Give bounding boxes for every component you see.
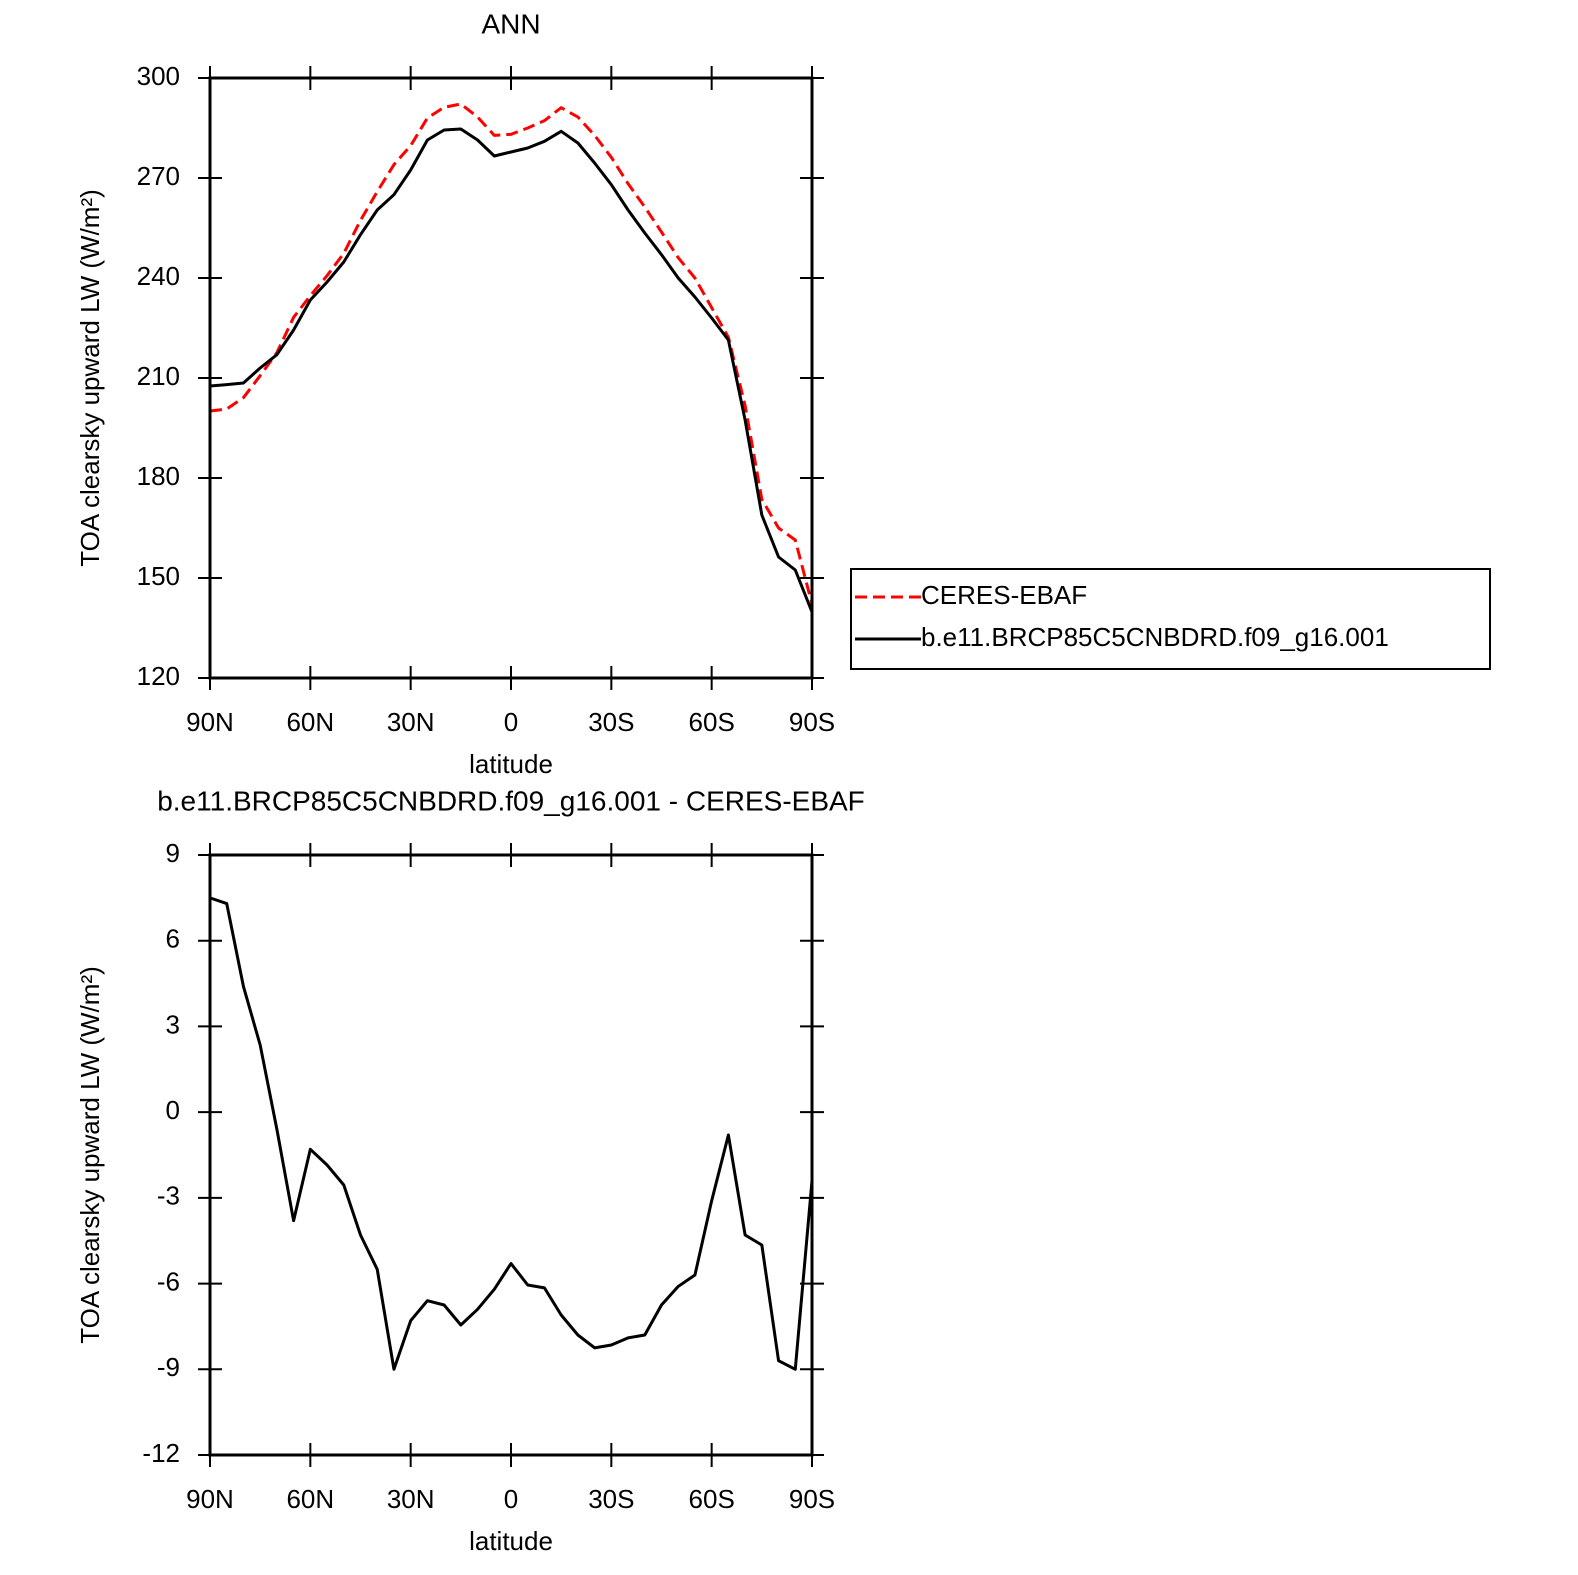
y-axis-label: TOA clearsky upward LW (W/m²) <box>75 966 105 1344</box>
y-axis-label: TOA clearsky upward LW (W/m²) <box>75 189 105 567</box>
legend-box <box>850 568 1491 670</box>
y-tick-label: 300 <box>137 61 180 91</box>
x-tick-label: 0 <box>504 707 518 737</box>
y-tick-label: 180 <box>137 461 180 491</box>
x-tick-label: 0 <box>504 1484 518 1514</box>
x-tick-label: 90S <box>789 707 835 737</box>
x-tick-label: 90N <box>186 707 234 737</box>
x-tick-label: 60S <box>689 1484 735 1514</box>
plot-frame <box>208 76 814 680</box>
legend-label: b.e11.BRCP85C5CNBDRD.f09_g16.001 <box>921 622 1389 652</box>
x-axis-label: latitude <box>469 1526 553 1556</box>
data-line <box>209 127 814 613</box>
data-line <box>209 896 814 1371</box>
plot-frame <box>208 853 814 1457</box>
y-tick-label: 0 <box>166 1095 180 1125</box>
x-tick-label: 60N <box>286 1484 334 1514</box>
y-tick-label: 6 <box>166 924 180 954</box>
y-tick-label: 270 <box>137 161 180 191</box>
x-axis-label: latitude <box>469 749 553 779</box>
chart-title: ANN <box>481 8 540 39</box>
y-tick-label: 3 <box>166 1009 180 1039</box>
legend-label: CERES-EBAF <box>921 580 1087 610</box>
data-line <box>209 102 814 605</box>
y-tick-label: 210 <box>137 361 180 391</box>
y-tick-label: -9 <box>157 1352 180 1382</box>
y-tick-label: 120 <box>137 661 180 691</box>
y-tick-label: -12 <box>142 1438 180 1468</box>
x-tick-label: 90N <box>186 1484 234 1514</box>
x-tick-label: 30N <box>387 1484 435 1514</box>
y-tick-label: 9 <box>166 838 180 868</box>
x-tick-label: 90S <box>789 1484 835 1514</box>
x-tick-label: 30S <box>588 1484 634 1514</box>
x-tick-label: 60N <box>286 707 334 737</box>
y-tick-label: -3 <box>157 1181 180 1211</box>
chart-title: b.e11.BRCP85C5CNBDRD.f09_g16.001 - CERES… <box>157 785 865 816</box>
y-tick-label: -6 <box>157 1266 180 1296</box>
y-tick-label: 240 <box>137 261 180 291</box>
x-tick-label: 30N <box>387 707 435 737</box>
y-tick-label: 150 <box>137 561 180 591</box>
x-tick-label: 30S <box>588 707 634 737</box>
x-tick-label: 60S <box>689 707 735 737</box>
